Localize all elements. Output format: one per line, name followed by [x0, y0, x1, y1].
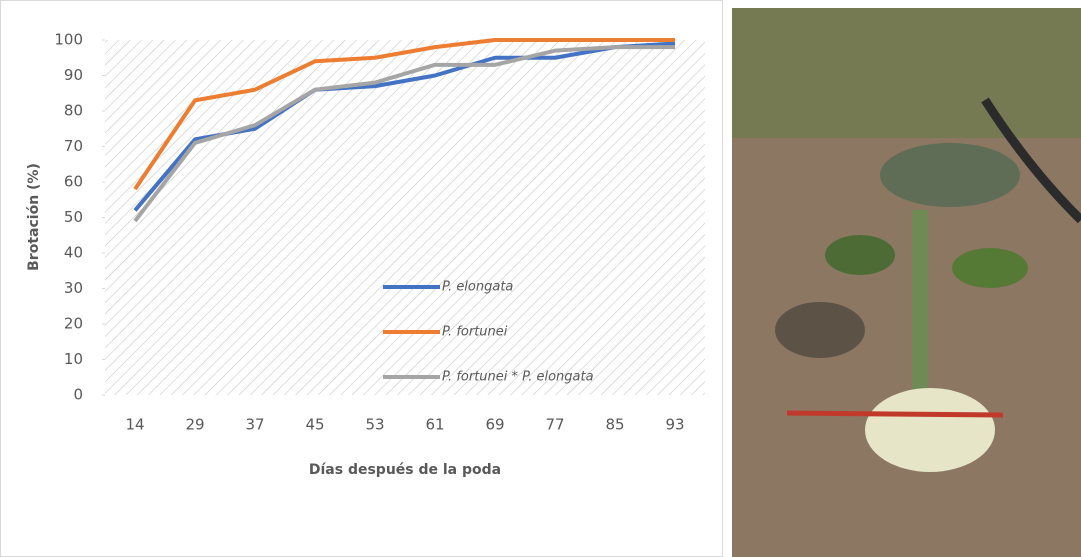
x-tick-label: 14 — [125, 416, 144, 434]
page: Días después de la poda Brotación (%) 0 1… — [0, 0, 1081, 557]
photo-cutting — [865, 388, 995, 472]
y-tick-label: 70 — [64, 137, 83, 155]
x-tick-label: 61 — [425, 416, 444, 434]
photo — [732, 8, 1081, 557]
x-tick-label: 37 — [245, 416, 264, 434]
photo-leaf — [880, 143, 1020, 207]
x-axis-title: Días después de la poda — [309, 462, 501, 478]
x-tick-label: 29 — [185, 416, 204, 434]
y-tick-label: 20 — [64, 315, 83, 333]
photo-leaf — [825, 235, 895, 275]
x-tick-label: 85 — [605, 416, 624, 434]
photo-grass — [732, 8, 1081, 138]
x-tick-label: 45 — [305, 416, 324, 434]
y-tick-label: 0 — [73, 386, 83, 404]
x-tick-label: 53 — [365, 416, 384, 434]
x-tick-label: 77 — [545, 416, 564, 434]
photo-leaf — [952, 248, 1028, 288]
legend-label: P. fortunei * P. elongata — [442, 370, 594, 385]
photo-stem — [912, 210, 928, 400]
y-tick-label: 100 — [54, 31, 83, 49]
legend-label: P. elongata — [442, 280, 513, 295]
photo-shadow — [775, 302, 865, 358]
plot-area — [105, 40, 705, 395]
legend-label: P. fortunei — [442, 325, 508, 340]
y-tick-label: 50 — [64, 208, 83, 226]
y-axis-title: Brotación (%) — [26, 163, 42, 271]
x-tick-label: 93 — [665, 416, 684, 434]
y-tick-label: 10 — [64, 350, 83, 368]
photo-ruler — [787, 413, 1003, 415]
y-tick-label: 60 — [64, 173, 83, 191]
y-tick-label: 40 — [64, 244, 83, 262]
x-tick-label: 69 — [485, 416, 504, 434]
y-tick-label: 80 — [64, 102, 83, 120]
y-tick-label: 30 — [64, 279, 83, 297]
y-tick-label: 90 — [64, 66, 83, 84]
